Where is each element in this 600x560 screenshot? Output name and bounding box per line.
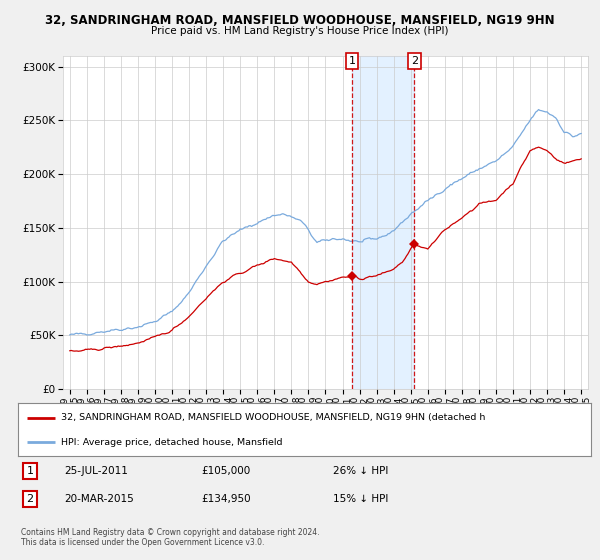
Text: 2: 2 xyxy=(26,494,34,504)
Text: Price paid vs. HM Land Registry's House Price Index (HPI): Price paid vs. HM Land Registry's House … xyxy=(151,26,449,36)
Text: 1: 1 xyxy=(349,56,356,66)
Text: Contains HM Land Registry data © Crown copyright and database right 2024.
This d: Contains HM Land Registry data © Crown c… xyxy=(21,528,320,547)
Text: 32, SANDRINGHAM ROAD, MANSFIELD WOODHOUSE, MANSFIELD, NG19 9HN (detached h: 32, SANDRINGHAM ROAD, MANSFIELD WOODHOUS… xyxy=(61,413,485,422)
Text: 2: 2 xyxy=(411,56,418,66)
Text: 26% ↓ HPI: 26% ↓ HPI xyxy=(333,466,389,476)
Text: 15% ↓ HPI: 15% ↓ HPI xyxy=(333,494,389,504)
Text: 20-MAR-2015: 20-MAR-2015 xyxy=(64,494,134,504)
Text: £105,000: £105,000 xyxy=(202,466,251,476)
Text: £134,950: £134,950 xyxy=(202,494,251,504)
Text: 32, SANDRINGHAM ROAD, MANSFIELD WOODHOUSE, MANSFIELD, NG19 9HN: 32, SANDRINGHAM ROAD, MANSFIELD WOODHOUS… xyxy=(45,14,555,27)
Text: 25-JUL-2011: 25-JUL-2011 xyxy=(64,466,128,476)
Text: 1: 1 xyxy=(26,466,34,476)
Bar xyxy=(352,56,415,389)
Text: HPI: Average price, detached house, Mansfield: HPI: Average price, detached house, Mans… xyxy=(61,437,283,446)
